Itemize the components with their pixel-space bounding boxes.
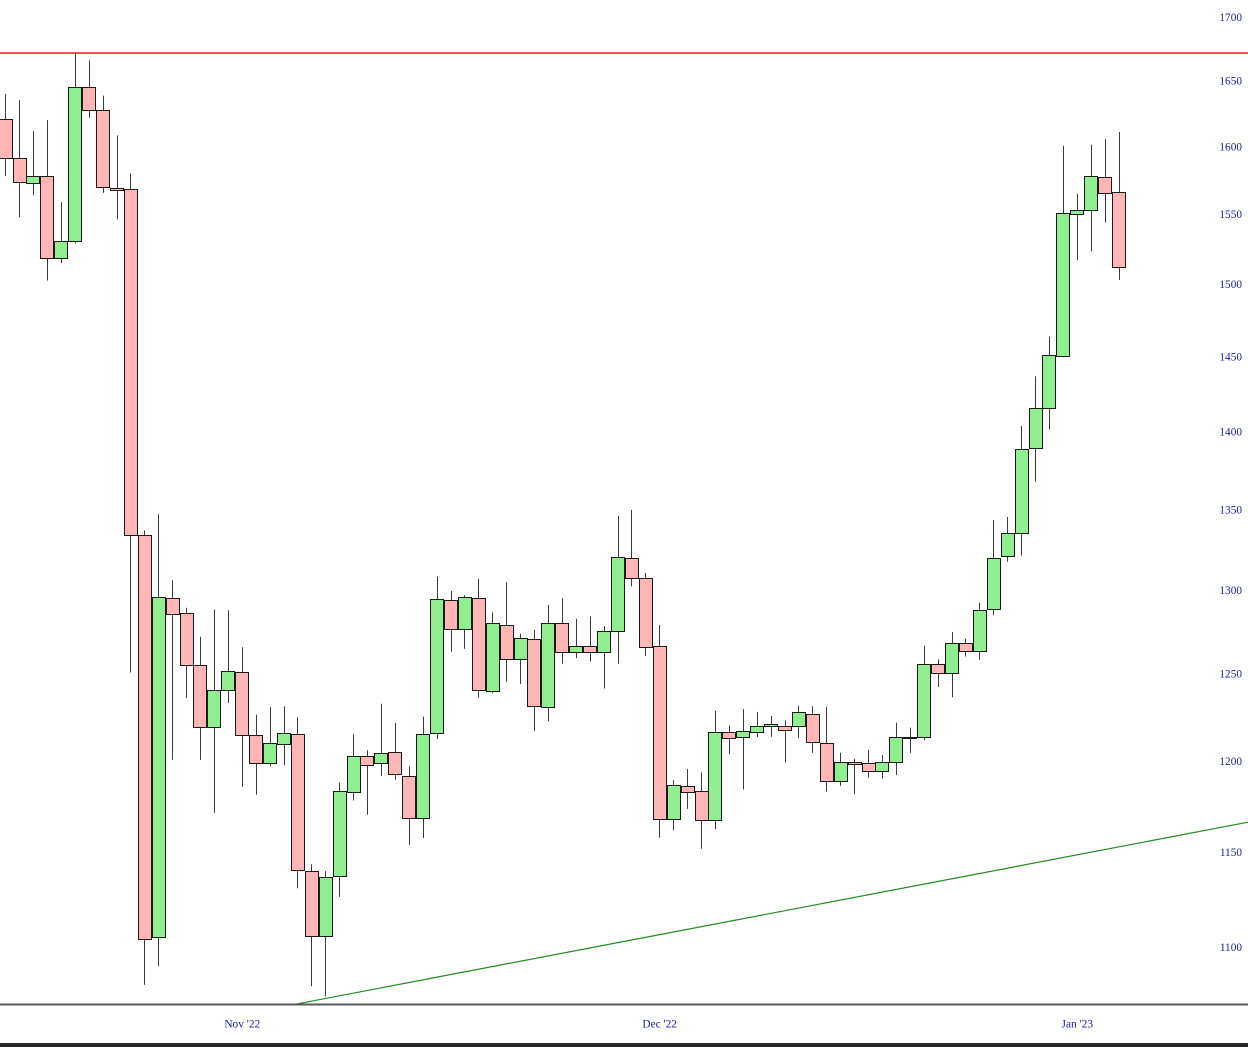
svg-text:1300: 1300	[1219, 585, 1242, 597]
svg-text:1600: 1600	[1219, 141, 1242, 153]
svg-text:Jan '23: Jan '23	[1062, 1019, 1094, 1031]
svg-text:1700: 1700	[1219, 12, 1242, 24]
svg-text:1200: 1200	[1219, 756, 1242, 768]
svg-text:Dec '22: Dec '22	[642, 1019, 677, 1031]
svg-text:1450: 1450	[1219, 352, 1242, 364]
svg-text:1350: 1350	[1219, 504, 1242, 516]
svg-text:1250: 1250	[1219, 669, 1242, 681]
svg-text:1500: 1500	[1219, 279, 1242, 291]
svg-text:1400: 1400	[1219, 427, 1242, 439]
svg-text:Nov '22: Nov '22	[224, 1019, 260, 1031]
svg-text:1100: 1100	[1220, 942, 1243, 954]
svg-text:1650: 1650	[1219, 76, 1242, 88]
svg-text:1150: 1150	[1220, 847, 1243, 859]
svg-text:1550: 1550	[1219, 209, 1242, 221]
